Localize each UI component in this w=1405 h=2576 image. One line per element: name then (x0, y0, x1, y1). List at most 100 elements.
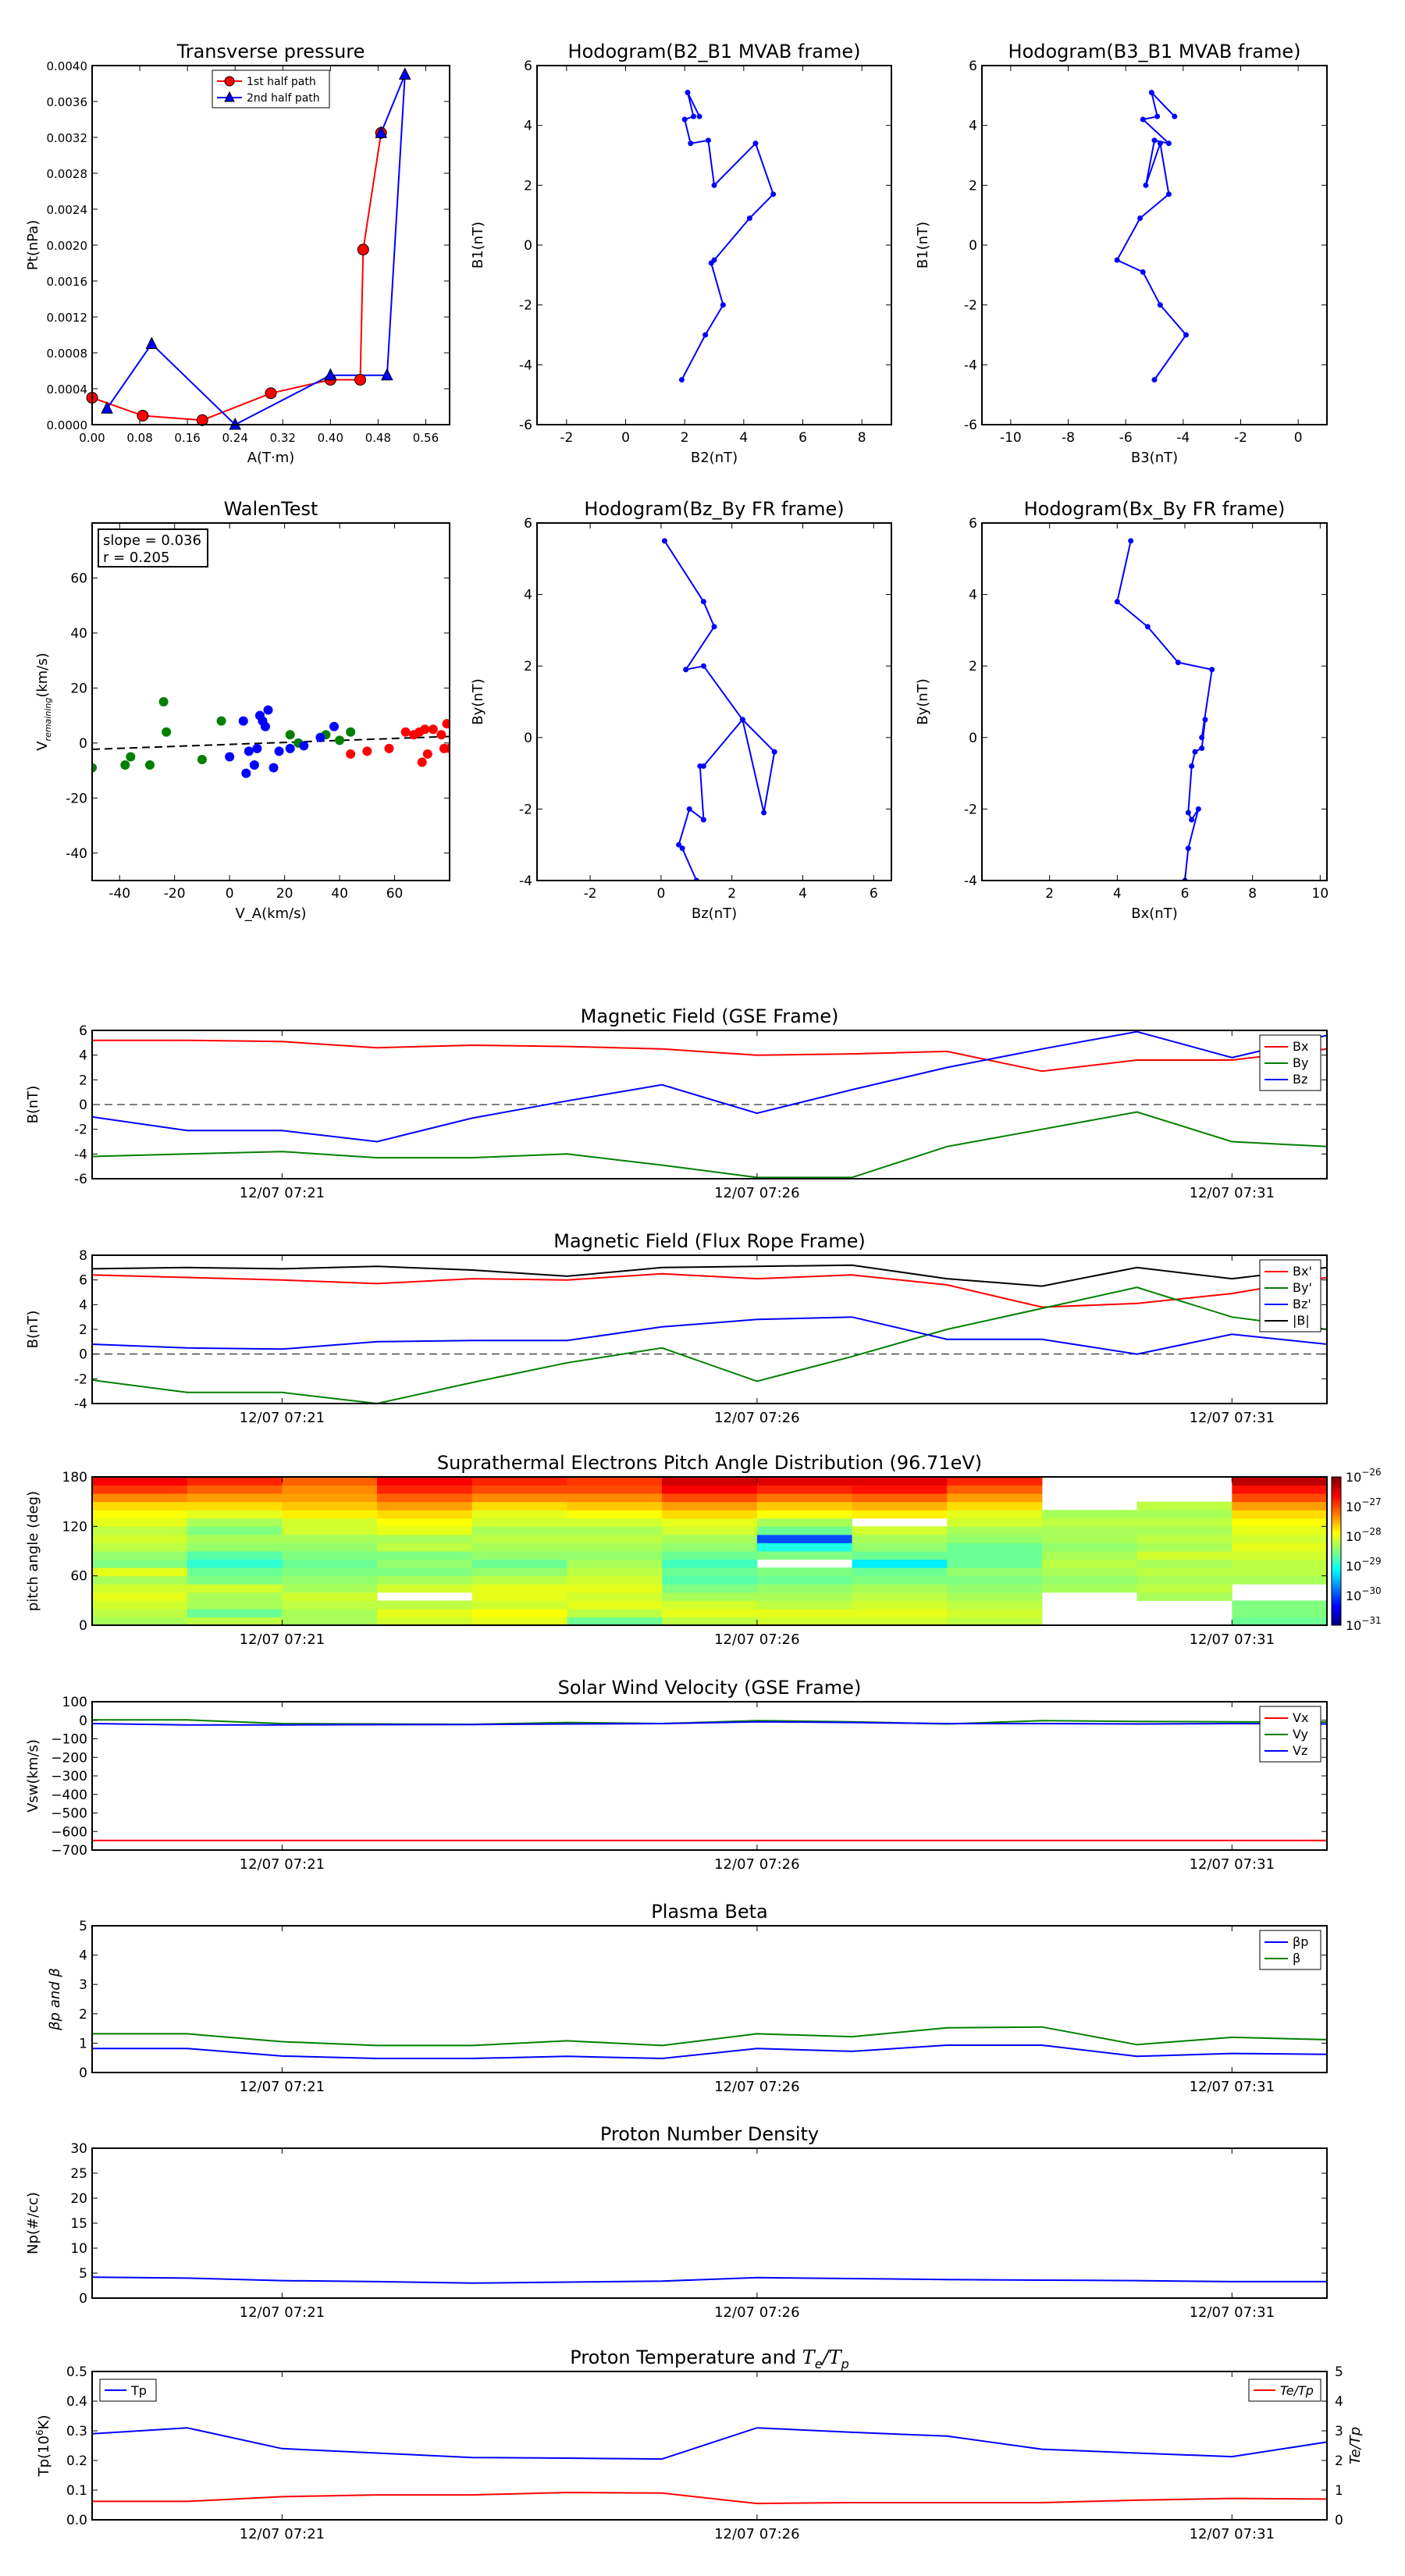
heatmap-cell (1136, 1559, 1232, 1568)
colorbar-segment (1332, 1596, 1341, 1599)
colorbar-segment (1332, 1570, 1341, 1573)
heatmap-cell (471, 1608, 567, 1617)
data-point (260, 721, 270, 731)
right-tick-label: 1 (1335, 2483, 1343, 2499)
heatmap-cell (567, 1477, 663, 1486)
data-point (761, 809, 767, 816)
title-text: Proton Temperature and (570, 2347, 802, 2368)
time-tick-label: 12/07 07:31 (1190, 2526, 1275, 2542)
data-point (1165, 141, 1172, 147)
y-tick-label: 0.0020 (47, 239, 88, 253)
heatmap-cell (567, 1534, 663, 1543)
plot-frame (91, 1030, 1328, 1179)
colorbar-segment (1332, 1528, 1341, 1531)
data-point (249, 760, 259, 770)
heatmap-cell (282, 1584, 378, 1593)
data-point (346, 727, 356, 737)
series-line (92, 1720, 1327, 1726)
series-line (92, 1264, 1327, 1287)
heatmap-cell (377, 1617, 473, 1625)
colorbar-segment (1332, 1616, 1341, 1618)
data-point (700, 763, 706, 769)
heatmap-cell (567, 1542, 663, 1552)
heatmap-cell (377, 1584, 473, 1593)
heatmap-cell (1232, 1526, 1327, 1535)
colorbar-segment (1332, 1532, 1341, 1534)
heatmap-cell (756, 1575, 853, 1585)
colorbar-segment (1332, 1492, 1341, 1494)
series-line (92, 1111, 1327, 1179)
y-tick-label: 0.1 (66, 2483, 87, 2499)
heatmap-cell (92, 1526, 188, 1535)
series-line (92, 1030, 1327, 1143)
series-line (1116, 540, 1213, 881)
fit-line (92, 735, 450, 750)
heatmap-cell (1041, 1575, 1138, 1585)
heatmap-cell (567, 1551, 663, 1560)
y-tick-label: 100 (62, 1695, 87, 1710)
heatmap-cell (471, 1584, 567, 1593)
heatmap-cell (1136, 1567, 1232, 1577)
heatmap-cell (1041, 1526, 1138, 1535)
colorbar-segment (1332, 1535, 1341, 1537)
y-tick-label: -4 (519, 873, 532, 889)
data-point (1189, 763, 1195, 769)
heatmap-cell (471, 1617, 567, 1625)
data-point (101, 401, 113, 414)
series-line (92, 2427, 1327, 2460)
heatmap-cell (1041, 1567, 1138, 1577)
heatmap-cell (471, 1600, 567, 1610)
data-point (144, 760, 155, 770)
y-tick-label: 2 (79, 1322, 87, 1338)
heatmap-cell (1041, 1542, 1138, 1552)
heatmap-cell (187, 1534, 283, 1543)
data-point (1199, 745, 1205, 752)
heatmap-cell (92, 1477, 188, 1486)
plot-frame (536, 65, 892, 425)
colorbar-segment (1332, 1542, 1341, 1544)
title-math: /T (821, 2347, 843, 2368)
y-tick-label: -20 (66, 791, 87, 806)
colorbar-segment (1332, 1579, 1341, 1582)
y-tick-label: 0.0 (66, 2513, 87, 2528)
chart-mag-field-gse: Magnetic Field (GSE Frame) -6 -4 -2 0 2 4 6 12/0… (25, 1005, 1328, 1201)
colorbar-segment (1332, 1555, 1341, 1558)
colorbar-segment (1332, 1611, 1341, 1614)
heatmap-cell (1232, 1567, 1327, 1577)
y-tick-label: 2 (524, 178, 532, 194)
x-tick-label: 6 (1181, 886, 1190, 902)
colorbar-segment (1332, 1479, 1341, 1482)
heatmap-cell (187, 1567, 283, 1577)
colorbar-segment (1332, 1586, 1341, 1589)
heatmap-cell (947, 1608, 1043, 1617)
colorbar-exponent: −31 (1361, 1615, 1381, 1626)
heatmap-cell (947, 1493, 1043, 1503)
y-tick-label: 4 (79, 1948, 87, 1964)
heatmap-cell (756, 1493, 853, 1503)
y-tick-label: 0 (969, 238, 977, 254)
colorbar-segment (1332, 1494, 1341, 1497)
data-point (691, 113, 697, 119)
data-point (1144, 624, 1151, 630)
heatmap-cell (377, 1517, 473, 1527)
colorbar-segment (1332, 1573, 1341, 1575)
data-point (661, 538, 667, 544)
data-point (770, 191, 777, 197)
colorbar-segment (1332, 1489, 1341, 1491)
heatmap-cell (756, 1592, 853, 1601)
heatmap-cell (756, 1600, 853, 1610)
time-tick-label: 12/07 07:26 (714, 2526, 799, 2542)
heatmap-cell (947, 1617, 1043, 1625)
plot-area (661, 538, 777, 881)
y-tick-label: 0.0032 (47, 131, 88, 145)
y-tick-label: -2 (74, 1372, 87, 1387)
y-tick-label: 4 (969, 588, 977, 603)
colorbar-segment (1332, 1521, 1341, 1524)
y-tick-label: 0.4 (66, 2394, 87, 2410)
legend-label: Vy (1293, 1727, 1308, 1742)
colorbar-segment (1332, 1546, 1341, 1549)
x-axis-label: B3(nT) (1131, 450, 1178, 466)
colorbar-segment (1332, 1503, 1341, 1506)
heatmap-cell (1041, 1510, 1138, 1519)
heatmap-cell (187, 1501, 283, 1510)
